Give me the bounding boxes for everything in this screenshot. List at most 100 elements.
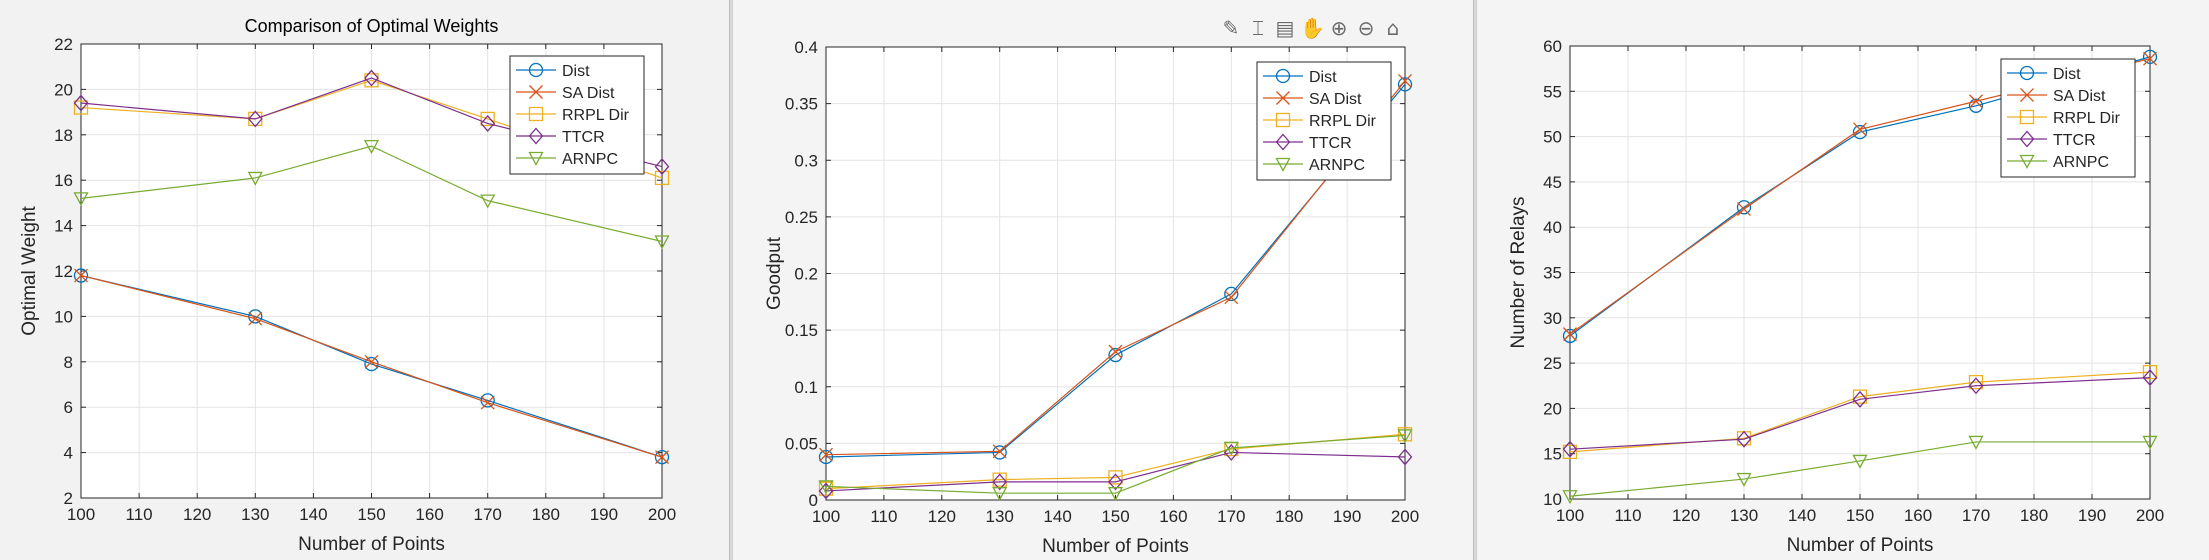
data-point <box>992 487 1008 502</box>
y-tick-label: 16 <box>54 171 73 190</box>
legend-label: TTCR <box>1309 135 1352 152</box>
data-point <box>480 194 496 209</box>
data-point <box>1562 444 1578 460</box>
data-point <box>73 268 89 283</box>
legend-label: SA Dist <box>1309 91 1362 108</box>
data-tip-icon[interactable]: ✎ <box>1222 16 1240 40</box>
legend-label: SA Dist <box>562 85 615 102</box>
legend-label: ARNPC <box>1309 157 1365 174</box>
x-tick-label: 180 <box>2020 506 2048 525</box>
x-tick-label: 200 <box>1391 507 1419 526</box>
data-point <box>654 449 670 465</box>
data-point <box>73 94 89 112</box>
data-point <box>818 449 834 465</box>
x-tick-label: 170 <box>474 505 502 524</box>
x-tick-label: 160 <box>415 505 443 524</box>
legend-item: SA Dist <box>1263 91 1362 108</box>
tick-labels: 100 110 120 130 140 150 160 170 180 190 200 0 0.05 0.… <box>785 38 1419 526</box>
x-tick-label: 160 <box>1159 507 1187 526</box>
data-point <box>1108 470 1123 485</box>
series-arnpc <box>818 429 1413 502</box>
series-sa-dist <box>74 268 669 465</box>
chart-panel-goodput: 100 110 120 130 140 150 160 170 180 190 200 0 0.05 0.… <box>732 0 1474 560</box>
data-point <box>818 482 834 500</box>
series-ttcr <box>1562 369 2158 458</box>
x-tick-label: 200 <box>648 505 676 524</box>
legend-label: Dist <box>1309 69 1337 86</box>
y-tick-label: 8 <box>64 353 73 372</box>
y-tick-label: 55 <box>1543 82 1562 101</box>
legend-marker <box>528 151 544 166</box>
legend-item: ARNPC <box>516 151 618 168</box>
data-point <box>248 309 263 324</box>
data-point <box>1852 124 1868 140</box>
legend-marker <box>2019 130 2035 148</box>
data-point <box>654 235 670 250</box>
x-tick-label: 110 <box>126 505 153 524</box>
zoom-out-icon[interactable]: ⊖ <box>1357 16 1375 40</box>
legend[interactable]: Dist SA Dist RRPL Dir TTCR ARNPC <box>1256 61 1392 181</box>
brush-icon[interactable]: ⌶ <box>1252 16 1264 40</box>
legend-label: ARNPC <box>2053 154 2109 171</box>
legend-icon[interactable]: ▤ <box>1275 16 1295 40</box>
y-tick-label: 50 <box>1543 128 1562 147</box>
legend-marker <box>1275 112 1291 128</box>
pan-icon[interactable]: ✋ <box>1300 16 1325 40</box>
x-axis-label: Number of Points <box>1787 535 1934 556</box>
legend-item: ARNPC <box>2007 154 2109 171</box>
y-tick-label: 0.2 <box>794 265 818 284</box>
x-tick-label: 130 <box>1730 506 1758 525</box>
data-point <box>1108 347 1123 363</box>
chart-goodput: 100 110 120 130 140 150 160 170 180 190 200 0 0.05 0.… <box>764 38 1419 557</box>
data-point <box>1562 328 1578 344</box>
legend-marker <box>528 106 544 122</box>
y-tick-label: 0.1 <box>794 378 818 397</box>
series-line <box>825 83 1406 458</box>
data-point <box>1736 200 1752 215</box>
legend-item: TTCR <box>1263 133 1352 152</box>
legend[interactable]: Dist SA Dist RRPL Dir TTCR ARNPC <box>509 55 645 175</box>
y-tick-label: 10 <box>1543 490 1562 509</box>
tick-labels: 100 110 120 130 140 150 160 170 180 190 200 2 4 6 8 10 1… <box>54 35 676 524</box>
zoom-in-icon[interactable]: ⊕ <box>1330 16 1348 40</box>
y-tick-label: 45 <box>1543 173 1562 192</box>
x-tick-label: 120 <box>183 505 211 524</box>
series-line <box>825 451 1406 492</box>
legend-marker <box>1276 91 1290 105</box>
series-line <box>1569 441 2150 497</box>
x-tick-label: 170 <box>1962 506 1990 525</box>
home-icon[interactable]: ⌂ <box>1386 16 1400 40</box>
x-tick-label: 180 <box>532 505 560 524</box>
data-point <box>1108 473 1123 491</box>
data-point <box>247 171 263 186</box>
data-point <box>2143 51 2157 66</box>
series-dist <box>73 268 670 465</box>
tick-labels: 100 110 120 130 140 150 160 170 180 190 200 10 15 20 2… <box>1543 37 2164 525</box>
series-ttcr <box>818 443 1413 500</box>
data-point <box>2142 49 2158 65</box>
data-point <box>1563 327 1577 342</box>
data-point <box>992 473 1008 491</box>
data-point <box>73 100 89 115</box>
data-point <box>247 110 263 128</box>
legend[interactable]: Dist SA Dist RRPL Dir TTCR ARNPC <box>2000 58 2136 178</box>
data-point <box>1397 77 1413 92</box>
y-tick-label: 40 <box>1543 218 1562 237</box>
legend-label: RRPL Dir <box>1309 113 1377 130</box>
y-tick-label: 0.35 <box>785 95 818 114</box>
y-tick-label: 25 <box>1543 354 1562 373</box>
y-tick-label: 0.4 <box>794 38 818 57</box>
data-point <box>364 354 379 369</box>
legend-item: Dist <box>2007 65 2081 83</box>
data-point <box>818 481 834 496</box>
legend-label: Dist <box>562 63 590 80</box>
y-axis-label: Number of Relays <box>1508 196 1529 348</box>
x-tick-label: 100 <box>1556 506 1584 525</box>
legend-item: SA Dist <box>2007 88 2106 105</box>
data-point <box>480 395 495 410</box>
data-point <box>1562 490 1578 505</box>
y-axis-label: Goodput <box>764 236 785 310</box>
data-point <box>1737 202 1751 217</box>
y-tick-label: 14 <box>54 217 73 236</box>
x-tick-label: 140 <box>1043 507 1071 526</box>
